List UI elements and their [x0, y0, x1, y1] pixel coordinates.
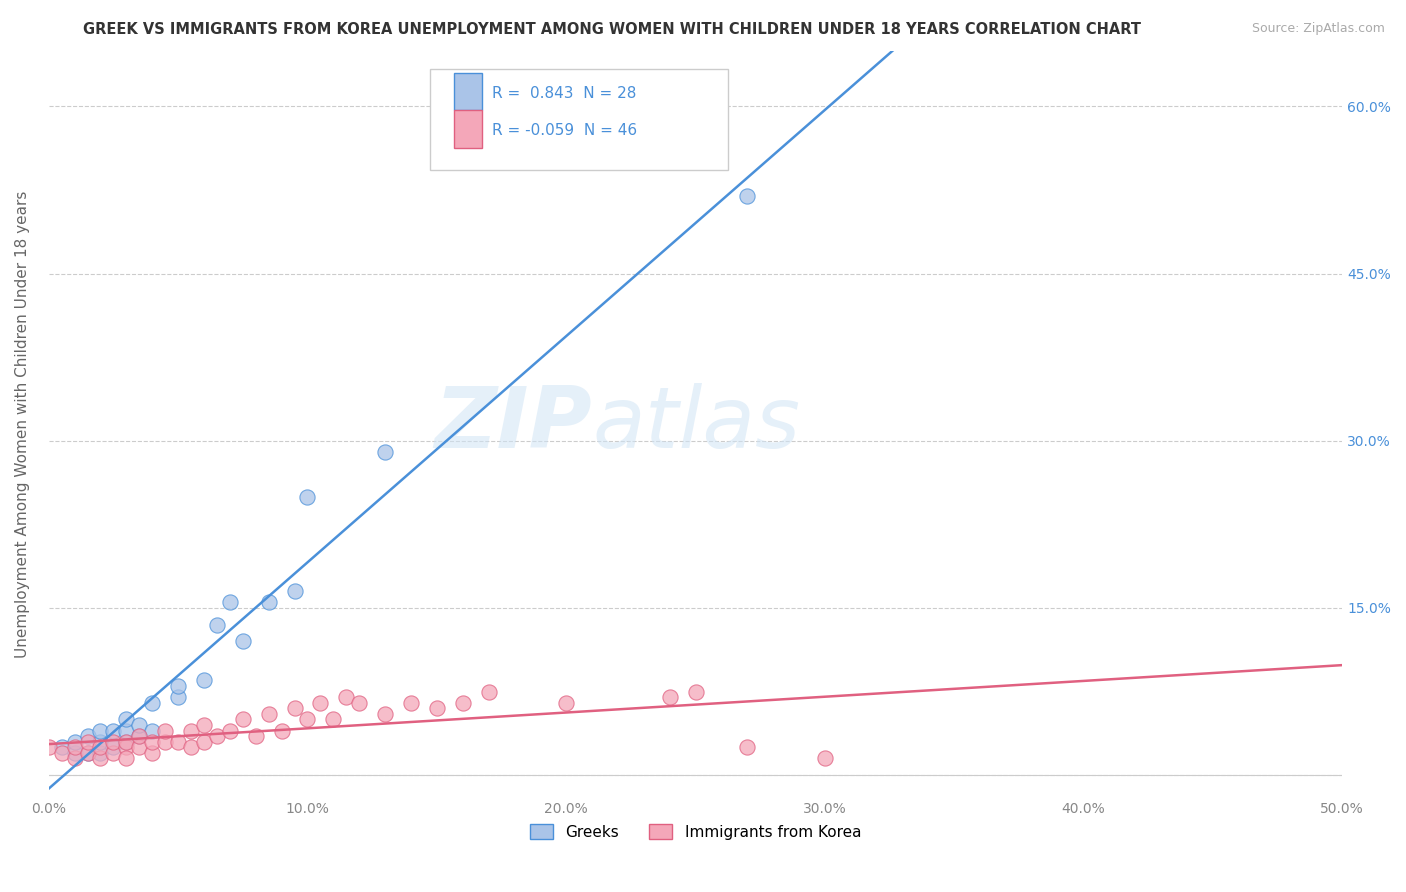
- Point: [128, 729, 150, 743]
- Point: [167, 690, 190, 705]
- Point: [399, 696, 422, 710]
- Point: [309, 696, 332, 710]
- Text: Source: ZipAtlas.com: Source: ZipAtlas.com: [1251, 22, 1385, 36]
- Point: [63, 735, 86, 749]
- Point: [685, 684, 707, 698]
- Point: [257, 595, 280, 609]
- Point: [451, 696, 474, 710]
- Point: [115, 751, 138, 765]
- Point: [76, 746, 98, 760]
- Point: [51, 740, 73, 755]
- Point: [115, 723, 138, 738]
- Point: [76, 746, 98, 760]
- Point: [283, 584, 305, 599]
- Point: [103, 740, 125, 755]
- Point: [193, 673, 215, 688]
- Point: [180, 723, 202, 738]
- Point: [283, 701, 305, 715]
- Point: [658, 690, 681, 705]
- Point: [232, 634, 254, 648]
- Point: [89, 740, 111, 755]
- Point: [477, 684, 499, 698]
- Point: [814, 751, 837, 765]
- Text: GREEK VS IMMIGRANTS FROM KOREA UNEMPLOYMENT AMONG WOMEN WITH CHILDREN UNDER 18 Y: GREEK VS IMMIGRANTS FROM KOREA UNEMPLOYM…: [83, 22, 1140, 37]
- Point: [76, 729, 98, 743]
- Point: [180, 740, 202, 755]
- Point: [63, 751, 86, 765]
- Legend: Greeks, Immigrants from Korea: Greeks, Immigrants from Korea: [524, 818, 868, 846]
- Point: [257, 706, 280, 721]
- Point: [89, 746, 111, 760]
- Point: [141, 696, 163, 710]
- Point: [89, 751, 111, 765]
- Text: R = -0.059  N = 46: R = -0.059 N = 46: [492, 123, 637, 138]
- Point: [153, 735, 176, 749]
- Point: [141, 723, 163, 738]
- Point: [103, 746, 125, 760]
- Point: [193, 735, 215, 749]
- FancyBboxPatch shape: [454, 111, 482, 148]
- Point: [245, 729, 267, 743]
- Point: [167, 735, 190, 749]
- Y-axis label: Unemployment Among Women with Children Under 18 years: Unemployment Among Women with Children U…: [15, 190, 30, 657]
- Point: [103, 723, 125, 738]
- FancyBboxPatch shape: [454, 73, 482, 111]
- Point: [218, 723, 240, 738]
- Point: [76, 735, 98, 749]
- Point: [297, 713, 319, 727]
- Point: [103, 735, 125, 749]
- Point: [322, 713, 344, 727]
- Point: [128, 729, 150, 743]
- Point: [63, 740, 86, 755]
- Point: [63, 746, 86, 760]
- Point: [89, 723, 111, 738]
- Point: [167, 679, 190, 693]
- Point: [374, 706, 396, 721]
- Point: [426, 701, 449, 715]
- Point: [128, 718, 150, 732]
- Point: [232, 713, 254, 727]
- Point: [218, 595, 240, 609]
- Point: [347, 696, 370, 710]
- Point: [374, 445, 396, 459]
- Point: [205, 729, 228, 743]
- Point: [38, 740, 60, 755]
- Point: [51, 746, 73, 760]
- FancyBboxPatch shape: [430, 70, 728, 170]
- Point: [735, 740, 758, 755]
- Point: [153, 723, 176, 738]
- Point: [115, 735, 138, 749]
- Point: [141, 746, 163, 760]
- Point: [335, 690, 357, 705]
- Point: [555, 696, 578, 710]
- Point: [193, 718, 215, 732]
- Point: [270, 723, 292, 738]
- Text: R =  0.843  N = 28: R = 0.843 N = 28: [492, 86, 637, 101]
- Point: [141, 735, 163, 749]
- Point: [115, 735, 138, 749]
- Point: [128, 740, 150, 755]
- Text: atlas: atlas: [592, 383, 800, 466]
- Point: [735, 188, 758, 202]
- Point: [115, 713, 138, 727]
- Point: [89, 735, 111, 749]
- Point: [115, 740, 138, 755]
- Point: [205, 617, 228, 632]
- Text: ZIP: ZIP: [434, 383, 592, 466]
- Point: [297, 490, 319, 504]
